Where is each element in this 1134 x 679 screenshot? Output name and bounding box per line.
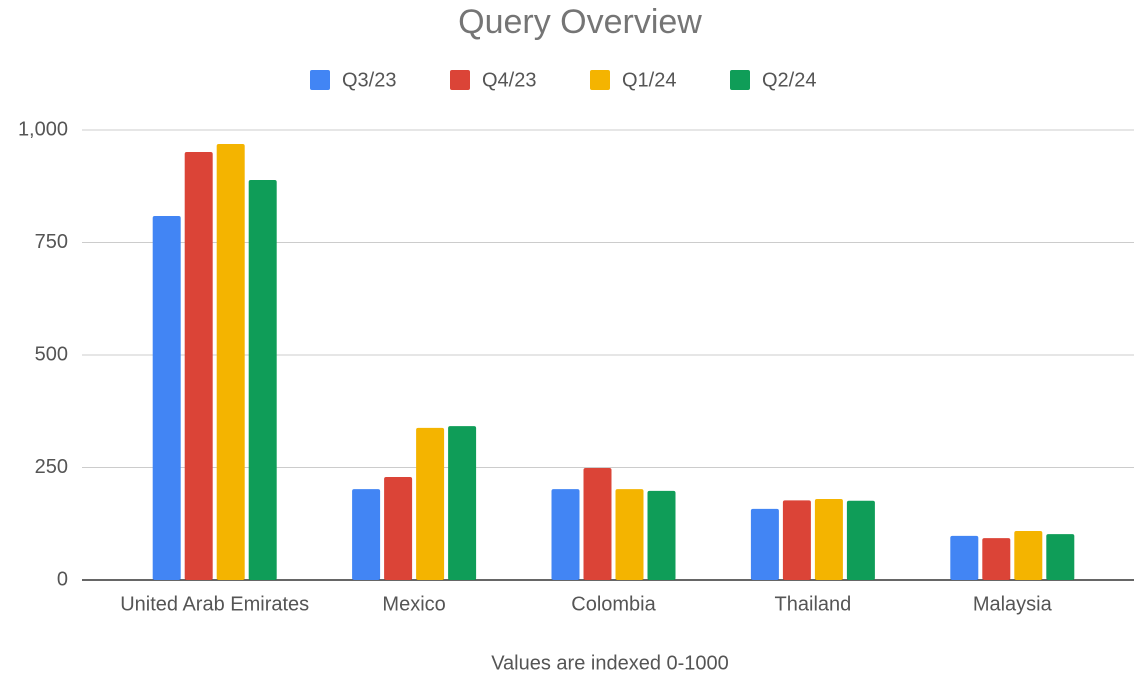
chart-title: Query Overview bbox=[458, 3, 702, 41]
legend-label: Q3/23 bbox=[342, 69, 396, 91]
y-tick-label: 1,000 bbox=[18, 118, 68, 140]
bar bbox=[950, 535, 979, 580]
bar bbox=[184, 152, 213, 581]
y-tick-label: 750 bbox=[35, 231, 68, 253]
legend-swatch bbox=[310, 70, 330, 90]
bar bbox=[782, 500, 811, 580]
bar bbox=[750, 508, 779, 580]
y-tick-label: 500 bbox=[35, 343, 68, 365]
bar bbox=[615, 489, 644, 580]
legend-label: Q4/23 bbox=[482, 69, 536, 91]
bar bbox=[352, 489, 381, 580]
bar bbox=[846, 500, 875, 580]
bar bbox=[814, 499, 843, 580]
y-tick-label: 250 bbox=[35, 456, 68, 478]
bar bbox=[384, 476, 413, 580]
legend-label: Q2/24 bbox=[762, 69, 816, 91]
bar bbox=[647, 490, 676, 580]
x-tick-label: Malaysia bbox=[973, 593, 1053, 615]
y-tick-label: 0 bbox=[57, 568, 68, 590]
bar bbox=[1014, 530, 1043, 580]
bar bbox=[248, 179, 277, 580]
bar bbox=[416, 427, 445, 580]
bar bbox=[1046, 534, 1075, 580]
x-axis-label: Values are indexed 0-1000 bbox=[491, 652, 729, 674]
legend-swatch bbox=[450, 70, 470, 90]
bar bbox=[448, 426, 477, 580]
bar bbox=[551, 489, 580, 580]
bar bbox=[216, 143, 245, 580]
x-tick-label: United Arab Emirates bbox=[120, 593, 309, 615]
x-tick-label: Mexico bbox=[382, 593, 445, 615]
legend-label: Q1/24 bbox=[622, 69, 676, 91]
x-tick-label: Thailand bbox=[775, 593, 852, 615]
bar bbox=[152, 215, 181, 580]
x-tick-label: Colombia bbox=[571, 593, 656, 615]
legend-swatch bbox=[590, 70, 610, 90]
bar bbox=[982, 538, 1011, 580]
bar bbox=[583, 467, 612, 580]
legend-swatch bbox=[730, 70, 750, 90]
